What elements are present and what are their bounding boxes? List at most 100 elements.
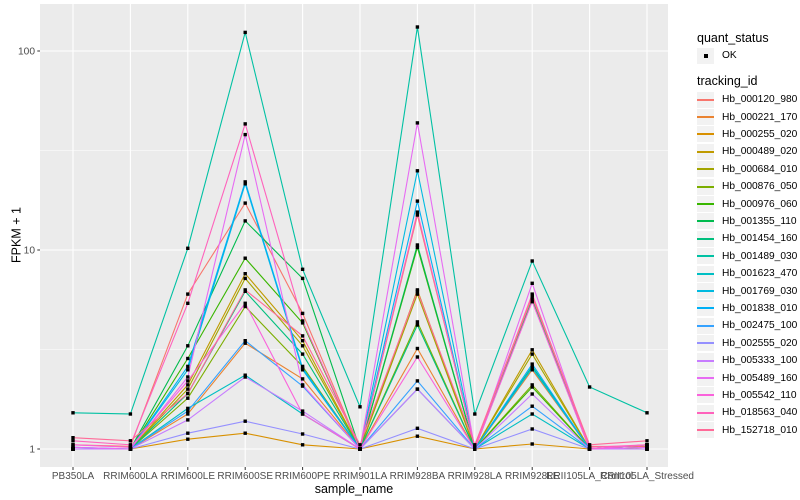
line-swatch-icon (697, 133, 714, 136)
legend-item-label: Hb_002555_020 (722, 337, 798, 349)
data-point (128, 439, 133, 443)
data-point (243, 182, 247, 186)
data-point (300, 311, 305, 316)
legend-item: Hb_000976_060 (697, 195, 797, 213)
data-point (530, 392, 534, 396)
data-point (186, 356, 190, 361)
data-point (645, 443, 649, 447)
data-point (71, 439, 75, 443)
data-point (645, 445, 649, 449)
legend-title-quant-status: quant_status (697, 31, 769, 45)
data-point (186, 375, 190, 379)
data-point (186, 391, 190, 396)
legend-item-label: Hb_000120_980 (722, 94, 798, 106)
data-point (186, 246, 190, 250)
line-swatch-icon (697, 394, 714, 397)
legend-item-label: Hb_001454_160 (722, 233, 798, 245)
line-swatch-icon (697, 116, 714, 119)
data-point (415, 346, 420, 351)
x-tick-label: RRIM928BA (390, 471, 446, 482)
data-point (186, 292, 190, 296)
line-swatch-icon (697, 150, 714, 153)
data-point (243, 219, 247, 223)
data-point (300, 366, 305, 370)
data-point (415, 245, 420, 250)
data-point (358, 405, 362, 409)
x-tick-label: RRII105LA_Control (546, 471, 633, 482)
data-point (186, 383, 190, 387)
line-swatch-icon (697, 307, 714, 310)
line-swatch-icon (697, 203, 714, 206)
data-point (415, 243, 420, 247)
legend-item-label: Hb_001355_110 (722, 215, 797, 227)
line-swatch-icon (697, 411, 714, 414)
data-point (530, 259, 534, 263)
data-point (186, 409, 190, 413)
data-point (415, 289, 420, 293)
data-point (300, 409, 305, 413)
data-point (415, 387, 420, 391)
data-point (243, 373, 247, 377)
data-point (473, 445, 477, 449)
x-tick-label: RRIM928LE (505, 471, 560, 482)
data-point (415, 121, 420, 125)
legend-key-box (697, 283, 714, 300)
data-point (645, 411, 649, 415)
line-swatch-icon (697, 237, 714, 240)
legend-item: Hb_018563_040 (697, 404, 797, 421)
data-point (358, 443, 362, 447)
data-point (186, 431, 190, 435)
legend-item-label: Hb_001838_010 (722, 302, 798, 314)
data-point (358, 447, 362, 451)
legend-item-label: Hb_001489_030 (722, 250, 798, 262)
data-point (300, 412, 305, 416)
line-swatch-icon (697, 429, 714, 432)
legend-item-label: Hb_005489_160 (722, 372, 798, 384)
x-tick-label: RRIM901LA (333, 471, 388, 482)
data-point (186, 412, 190, 416)
legend-item: Hb_001355_110 (697, 213, 797, 230)
data-point (530, 352, 534, 356)
legend-item: Hb_000221_170 (697, 108, 798, 126)
legend-item: Hb_001454_160 (697, 230, 797, 247)
data-point (645, 439, 649, 443)
data-point (415, 379, 420, 383)
legend-item-label: Hb_000255_020 (722, 128, 798, 140)
data-point (243, 341, 247, 345)
legend-item: Hb_005333_100 (697, 352, 797, 369)
legend-item-label: Hb_000221_170 (722, 111, 798, 123)
data-point (587, 445, 592, 449)
x-tick-label: PB350LA (52, 471, 95, 482)
data-point (587, 385, 592, 389)
x-axis-title: sample_name (314, 482, 394, 496)
legend-item-label: Hb_001623_470 (722, 268, 798, 280)
line-swatch-icon (697, 168, 714, 171)
legend-key-box (697, 230, 714, 247)
legend-item-label: Hb_002475_100 (722, 320, 798, 332)
data-point (71, 436, 75, 440)
data-point (415, 426, 420, 430)
data-point (300, 334, 305, 338)
legend-item-label: Hb_000684_010 (722, 163, 798, 175)
legend-item-label: Hb_000876_050 (722, 181, 798, 193)
legend-item: Hb_001769_030 (697, 282, 797, 300)
legend-key-box (697, 178, 714, 195)
legend-item: Hb_005542_110 (697, 387, 797, 404)
data-point (530, 385, 534, 389)
x-tick-label: RRIM600SE (217, 471, 273, 482)
legend-item: Hb_000489_020 (697, 143, 797, 160)
data-point (415, 210, 420, 214)
data-point (243, 419, 247, 423)
square-point-icon (703, 53, 708, 58)
data-point (186, 344, 190, 348)
data-point (300, 383, 305, 387)
x-tick-label: RRII105LA_Stressed (600, 471, 694, 482)
legend-item-label: Hb_000489_020 (722, 146, 798, 158)
y-axis-title: FPKM + 1 (9, 207, 24, 263)
y-tick-label: 1 (29, 445, 35, 456)
legend-item: Hb_002475_100 (697, 317, 797, 334)
data-point (186, 368, 190, 372)
legend-item: Hb_002555_020 (697, 335, 797, 352)
data-point (243, 276, 247, 281)
